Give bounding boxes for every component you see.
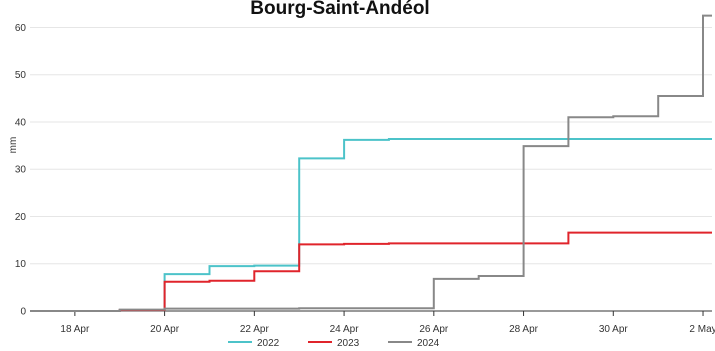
x-tick-label: 2 May xyxy=(689,324,715,335)
y-tick-label: 0 xyxy=(20,307,26,318)
y-tick-label: 20 xyxy=(15,212,27,223)
y-axis: 0 10 20 30 40 50 60 xyxy=(15,23,27,318)
x-tick-label: 24 Apr xyxy=(330,324,360,335)
legend-label-2024: 2024 xyxy=(417,338,440,349)
y-tick-label: 10 xyxy=(15,259,27,270)
x-tick-label: 28 Apr xyxy=(509,324,539,335)
x-tick-label: 26 Apr xyxy=(419,324,449,335)
y-tick-label: 60 xyxy=(15,23,27,34)
series-line-2022 xyxy=(30,138,712,312)
grid xyxy=(30,26,712,312)
chart-title: Bourg-Saint-Andéol xyxy=(250,0,429,19)
legend-label-2022: 2022 xyxy=(257,338,280,349)
series-line-2024 xyxy=(30,14,712,312)
x-tick-label: 18 Apr xyxy=(60,324,90,335)
x-tick-label: 20 Apr xyxy=(150,324,180,335)
y-axis-title: mm xyxy=(8,137,19,154)
series-line-2023 xyxy=(30,231,712,312)
x-axis: 18 Apr 20 Apr 22 Apr 24 Apr 26 Apr 28 Apr 30 A… xyxy=(30,310,715,335)
y-tick-label: 30 xyxy=(15,165,27,176)
x-tick-label: 22 Apr xyxy=(240,324,270,335)
x-tick-label: 30 Apr xyxy=(599,324,629,335)
plot-series xyxy=(30,14,712,312)
legend: 2022 2023 2024 xyxy=(228,338,440,349)
y-tick-label: 40 xyxy=(15,117,27,128)
y-tick-label: 50 xyxy=(15,70,27,81)
legend-label-2023: 2023 xyxy=(337,338,360,349)
